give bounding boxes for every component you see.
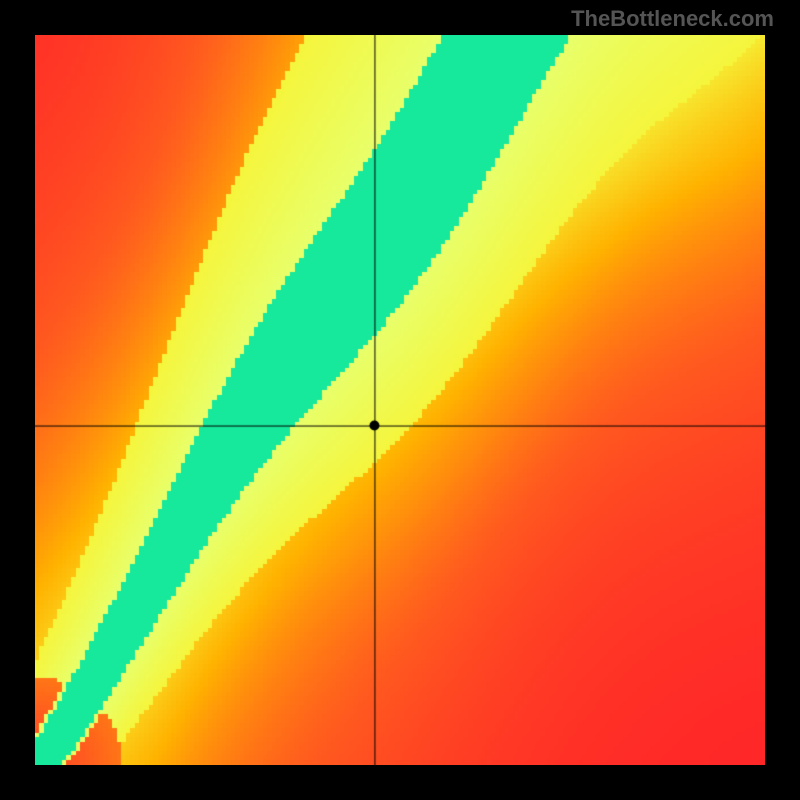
watermark-text: TheBottleneck.com [571, 6, 774, 32]
heatmap-plot [35, 35, 765, 765]
heatmap-canvas [35, 35, 765, 765]
